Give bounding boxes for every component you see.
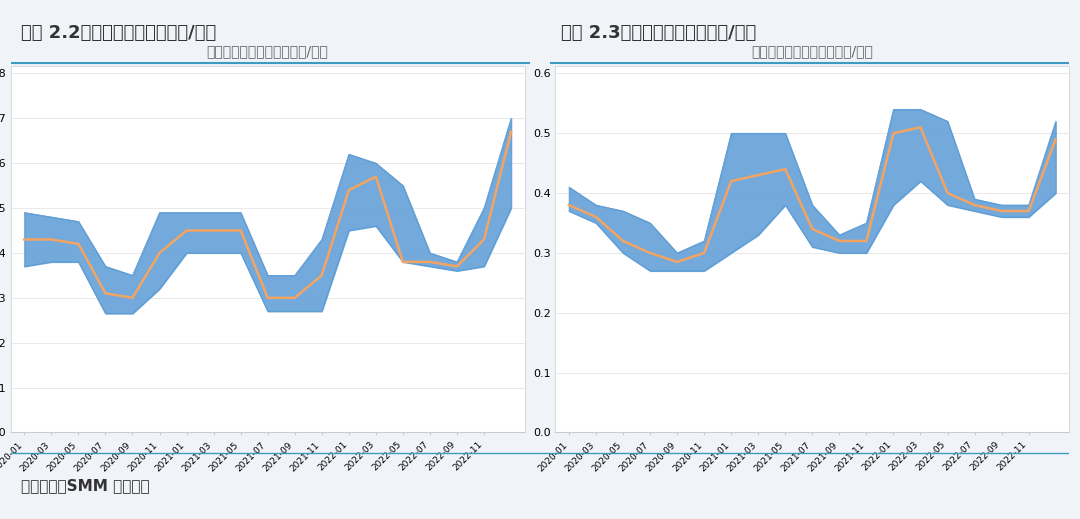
Title: 四川工业硅主产地电价（元/度）: 四川工业硅主产地电价（元/度）: [206, 44, 328, 58]
Text: 图表 2.3：云南工业硅电价（元/度）: 图表 2.3：云南工业硅电价（元/度）: [561, 24, 756, 42]
Title: 云南工业硅主产地电价（元/度）: 云南工业硅主产地电价（元/度）: [752, 44, 874, 58]
Text: 图表 2.2：四川工业硅电价（元/度）: 图表 2.2：四川工业硅电价（元/度）: [22, 24, 216, 42]
Text: 资料来源：SMM 南华研究: 资料来源：SMM 南华研究: [22, 478, 150, 493]
